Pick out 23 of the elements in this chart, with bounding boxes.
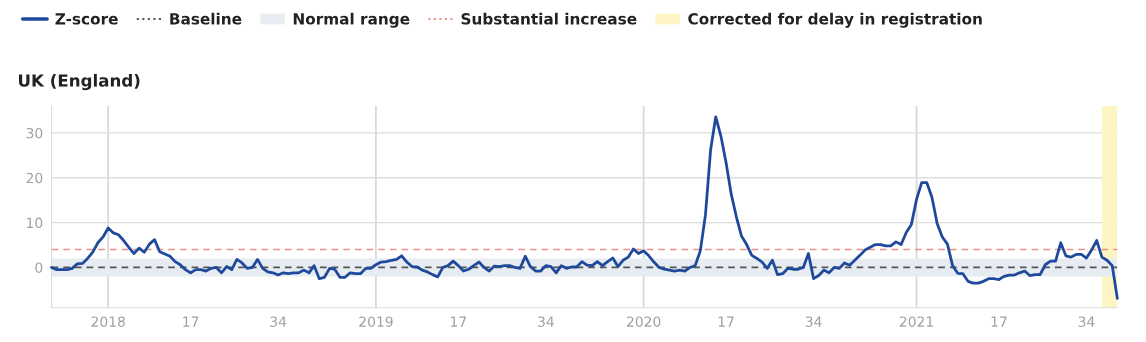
line-series	[50, 115, 1119, 300]
x-tick-label: 17	[991, 316, 1007, 327]
x-tick-label: 2021	[899, 316, 933, 327]
x-tick-label: 17	[718, 316, 734, 327]
x-tick-label: 34	[805, 316, 822, 327]
y-tick-label: 30	[26, 127, 43, 139]
x-tick-label: 17	[183, 316, 199, 327]
legend-label: Z-score	[55, 13, 118, 25]
x-tick-label: 17	[451, 316, 466, 327]
x-tick-label: 2020	[627, 316, 661, 327]
legend-label: Normal range	[293, 12, 410, 28]
legend-label: Baseline	[170, 12, 242, 25]
x-tick-label: 34	[270, 316, 287, 327]
x-tick-label: 34	[1078, 316, 1095, 327]
y-tick-label: 10	[27, 217, 43, 229]
legend-label: Corrected for delay in registration	[688, 12, 982, 28]
y-tick-label: 20	[26, 172, 43, 184]
chart-title: UK (England)	[19, 73, 140, 91]
x-tick-label: 2019	[359, 316, 393, 327]
legend-label: Substantial increase	[461, 12, 637, 25]
x-tick-label: 2018	[91, 316, 125, 327]
x-tick-label: 34	[538, 316, 554, 327]
y-tick-label: 0	[35, 262, 43, 273]
